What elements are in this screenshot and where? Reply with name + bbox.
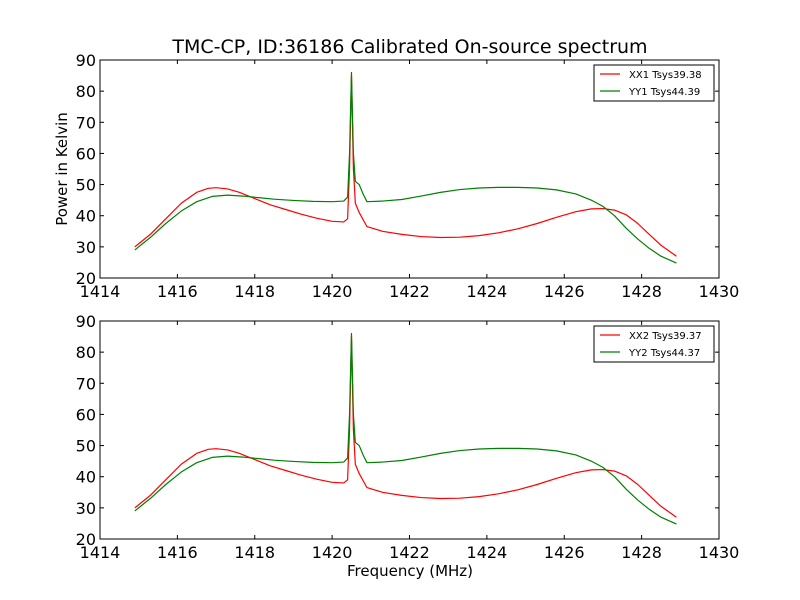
legend-label: XX1 Tsys39.38 — [629, 70, 702, 81]
x-tick-label: 1430 — [699, 282, 740, 301]
x-tick-label: 1418 — [234, 282, 275, 301]
y-axis-label: Power in Kelvin — [53, 112, 71, 226]
y-tick-label: 60 — [76, 144, 96, 163]
series-line-yy — [134, 71, 677, 264]
x-tick-label: 1424 — [467, 282, 508, 301]
bottom-panel: 1414 1416 1418 1420 1422 1424 1426 1428 1430 20 30… — [76, 312, 740, 562]
x-tick-label: 1426 — [544, 543, 585, 562]
y-tick-label: 90 — [76, 51, 96, 70]
y-tick-label: 50 — [76, 176, 96, 195]
legend: XX2 Tsys39.37 YY2 Tsys44.37 — [593, 325, 715, 363]
y-tick-label: 90 — [76, 312, 96, 331]
chart-title: TMC-CP, ID:36186 Calibrated On-source sp… — [171, 36, 647, 58]
y-tick-label: 30 — [76, 499, 96, 518]
x-axis-label: Frequency (MHz) — [347, 562, 473, 580]
x-tick-label: 1422 — [389, 543, 430, 562]
x-tick-label: 1418 — [234, 543, 275, 562]
legend-label: XX2 Tsys39.37 — [629, 331, 702, 342]
series-line-yy — [134, 332, 677, 525]
x-tick-label: 1416 — [157, 543, 198, 562]
x-tick-label: 1414 — [80, 543, 121, 562]
top-panel: 1414 1416 1418 1420 1422 1424 1426 1428 1430 20 30… — [76, 51, 740, 301]
y-tick-label: 50 — [76, 437, 96, 456]
y-tick-label: 80 — [76, 82, 96, 101]
y-tick-label: 70 — [76, 374, 96, 393]
x-tick-label: 1428 — [621, 282, 662, 301]
x-tick-label: 1428 — [621, 543, 662, 562]
x-tick-label: 1430 — [699, 543, 740, 562]
y-tick-label: 40 — [76, 468, 96, 487]
x-tick-label: 1416 — [157, 282, 198, 301]
legend: XX1 Tsys39.38 YY1 Tsys44.39 — [593, 64, 715, 102]
legend-label: YY1 Tsys44.39 — [628, 87, 700, 98]
x-tick-label: 1422 — [389, 282, 430, 301]
series-line-xx — [134, 74, 677, 257]
y-tick-label: 60 — [76, 405, 96, 424]
legend-box — [593, 325, 715, 363]
y-tick-label: 20 — [76, 530, 96, 549]
legend-box — [593, 64, 715, 102]
y-tick-label: 80 — [76, 343, 96, 362]
y-tick-label: 20 — [76, 269, 96, 288]
x-tick-label: 1420 — [312, 282, 353, 301]
x-tick-label: 1426 — [544, 282, 585, 301]
x-tick-label: 1414 — [80, 282, 121, 301]
y-tick-label: 40 — [76, 207, 96, 226]
legend-label: YY2 Tsys44.37 — [628, 348, 700, 359]
y-tick-label: 30 — [76, 238, 96, 257]
x-tick-label: 1424 — [467, 543, 508, 562]
series-line-xx — [134, 335, 677, 518]
x-tick-label: 1420 — [312, 543, 353, 562]
y-tick-label: 70 — [76, 113, 96, 132]
